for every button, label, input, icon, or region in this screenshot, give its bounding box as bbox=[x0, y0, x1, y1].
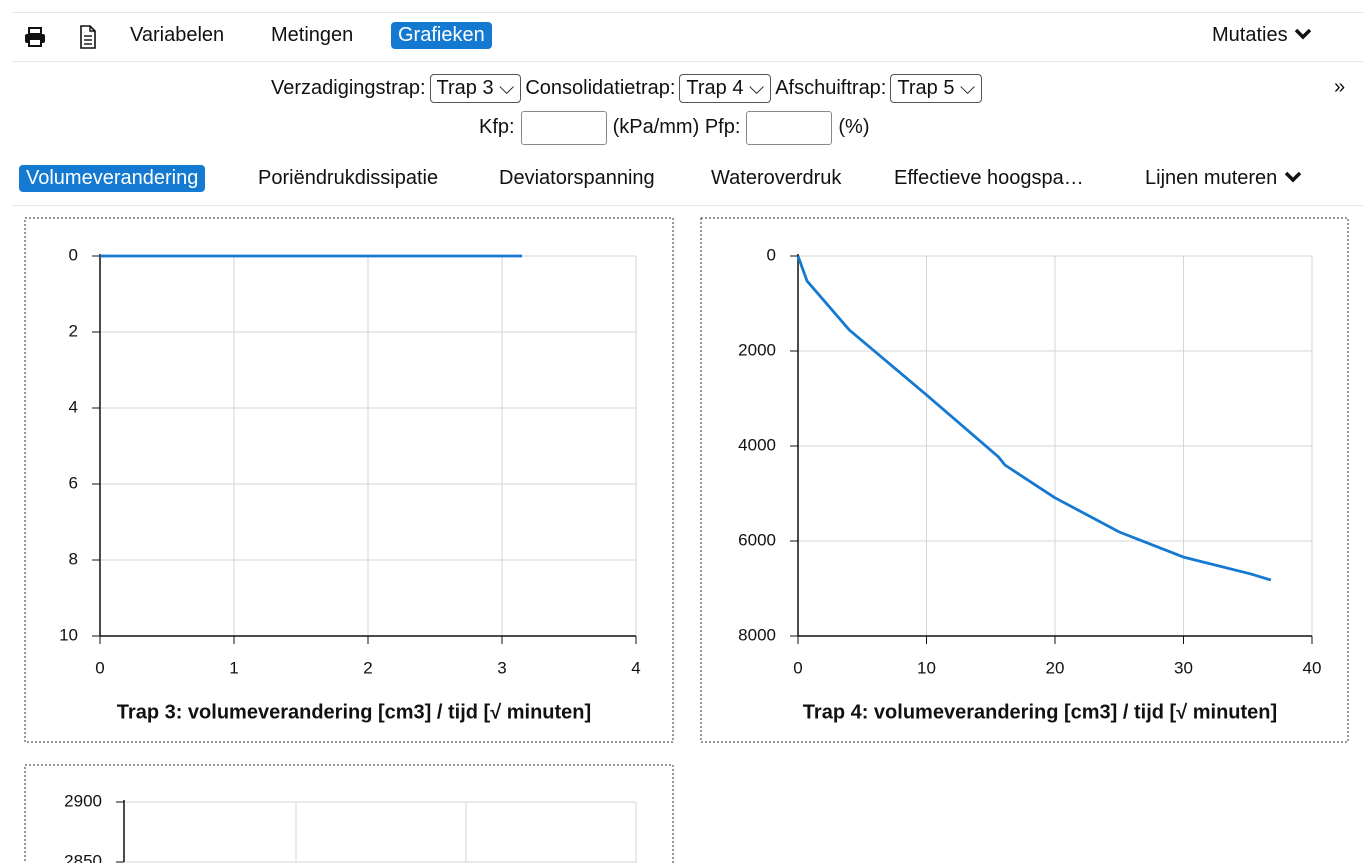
menu-label: Mutaties bbox=[1212, 24, 1288, 46]
x-tick-label: 30 bbox=[1174, 658, 1193, 677]
param-label: Pfp: bbox=[704, 116, 741, 138]
menu-item[interactable]: Variabelen bbox=[130, 24, 225, 46]
filter-label: Afschuiftrap: bbox=[775, 77, 887, 99]
select[interactable]: Trap 5 ⌵ bbox=[890, 74, 983, 103]
select-value: Trap 4 bbox=[686, 77, 744, 99]
y-tick-label: 4000 bbox=[738, 435, 776, 454]
x-tick-label: 20 bbox=[1046, 658, 1065, 677]
tab-active[interactable]: Volumeverandering bbox=[19, 165, 206, 192]
chevron bbox=[1294, 28, 1312, 40]
more-button[interactable]: » bbox=[1334, 76, 1346, 98]
param-unit: (kPa/mm) bbox=[612, 116, 700, 138]
param-unit: (%) bbox=[838, 116, 870, 138]
tab[interactable]: Poriëndrukdissipatie bbox=[258, 167, 439, 189]
divider bbox=[12, 61, 1363, 62]
y-tick-label: 6000 bbox=[738, 530, 776, 549]
lines-menu[interactable]: Lijnen muteren bbox=[1145, 167, 1303, 190]
y-tick-label: 6 bbox=[69, 473, 78, 492]
x-tick-label: 0 bbox=[793, 658, 802, 677]
y-tick-label: 0 bbox=[767, 245, 776, 264]
y-tick-label: 2 bbox=[69, 321, 78, 340]
y-tick-label: 2900 bbox=[64, 791, 102, 810]
x-tick-label: 1 bbox=[229, 658, 238, 677]
tab[interactable]: Deviatorspanning bbox=[499, 167, 655, 189]
chart-frame bbox=[700, 217, 1349, 743]
select[interactable]: Trap 4 ⌵ bbox=[679, 74, 772, 103]
chart-title: Trap 4: volumeverandering [cm3] / tijd [… bbox=[803, 701, 1277, 723]
menu-item-active[interactable]: Grafieken bbox=[391, 22, 492, 49]
x-tick-label: 4 bbox=[631, 658, 640, 677]
filter-label: Verzadigingstrap: bbox=[271, 77, 426, 99]
filter-row: Verzadigingstrap: Trap 3 ⌵ Consolidatietra… bbox=[271, 74, 986, 103]
y-tick-label: 4 bbox=[69, 397, 78, 416]
y-tick-label: 8 bbox=[69, 549, 78, 568]
y-tick-label: 10 bbox=[59, 625, 78, 644]
y-tick-label: 0 bbox=[69, 245, 78, 264]
chart-frame bbox=[24, 217, 674, 743]
mutaties-menu[interactable]: Mutaties bbox=[1212, 24, 1313, 47]
print-icon[interactable] bbox=[24, 26, 46, 48]
chart-title: Trap 3: volumeverandering [cm3] / tijd [… bbox=[117, 701, 591, 723]
select-value: Trap 3 bbox=[436, 77, 494, 99]
x-tick-label: 2 bbox=[363, 658, 372, 677]
x-tick-label: 0 bbox=[95, 658, 104, 677]
param-row: Kfp: (kPa/mm) Pfp: (%) bbox=[479, 110, 870, 145]
select-value: Trap 5 bbox=[897, 77, 955, 99]
chevron bbox=[1284, 171, 1302, 183]
y-tick-label: 2000 bbox=[738, 340, 776, 359]
divider bbox=[12, 12, 1363, 13]
x-tick-label: 40 bbox=[1303, 658, 1322, 677]
data-line bbox=[796, 255, 1272, 582]
chart-frame bbox=[24, 764, 674, 863]
select[interactable]: Trap 3 ⌵ bbox=[429, 74, 522, 103]
tab[interactable]: Effectieve hoogspa… bbox=[894, 167, 1084, 189]
menu-item[interactable]: Metingen bbox=[271, 24, 354, 46]
y-tick-label: 2850 bbox=[64, 851, 102, 863]
x-tick-label: 10 bbox=[917, 658, 936, 677]
pfp-input[interactable] bbox=[746, 110, 833, 145]
tab[interactable]: Wateroverdruk bbox=[711, 167, 842, 189]
kfp-input[interactable] bbox=[520, 110, 607, 145]
y-tick-label: 8000 bbox=[738, 625, 776, 644]
menu-label: Lijnen muteren bbox=[1145, 167, 1278, 189]
divider bbox=[12, 205, 1363, 206]
filter-label: Consolidatietrap: bbox=[525, 77, 676, 99]
document-icon[interactable] bbox=[79, 25, 97, 49]
param-label: Kfp: bbox=[479, 116, 515, 138]
x-tick-label: 3 bbox=[497, 658, 506, 677]
